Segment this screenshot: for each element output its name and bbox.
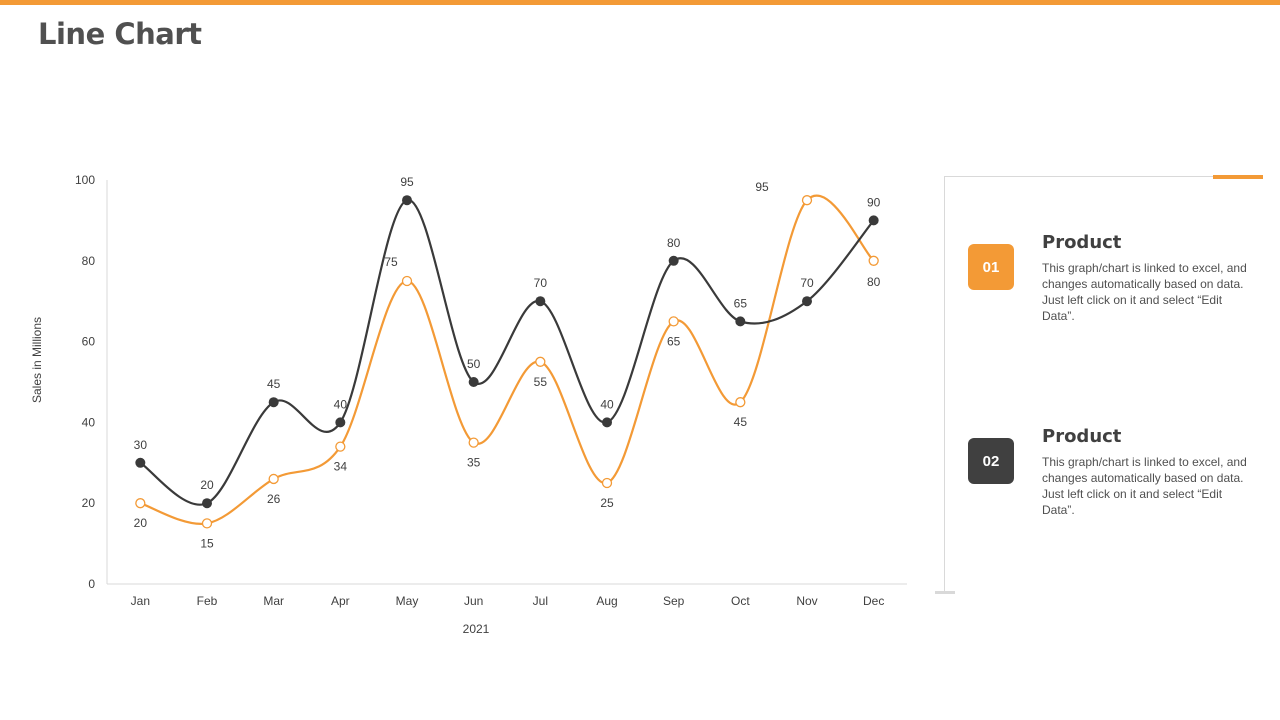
top-accent-bar	[0, 0, 1280, 5]
data-point-orange	[668, 316, 679, 327]
data-point-dark	[335, 417, 346, 428]
x-tick-label: Dec	[863, 594, 884, 608]
data-point-orange	[801, 195, 813, 206]
data-point-dark	[868, 215, 879, 226]
x-tick-label: Mar	[263, 594, 284, 608]
legend-title-02: Product	[1042, 426, 1122, 447]
legend-title-01: Product	[1042, 232, 1122, 253]
line-chart: 0 20 40 60 80 100 Jan Feb Mar Apr May Jun Jul Aug Sep O…	[30, 173, 907, 636]
data-label-dark: 90	[867, 195, 881, 209]
data-label-dark: 80	[667, 236, 681, 250]
data-label-dark: 40	[600, 397, 614, 411]
panel-accent-bar	[1213, 175, 1263, 179]
data-point-dark	[135, 457, 146, 468]
data-point-orange	[268, 473, 279, 485]
data-point-orange	[868, 255, 879, 266]
legend-panel: 01 Product This graph/chart is linked to…	[935, 175, 1263, 594]
data-label-dark: 70	[534, 276, 548, 290]
data-label-orange: 75	[384, 255, 398, 269]
data-point-dark	[602, 417, 612, 428]
x-tick-label: Jun	[464, 594, 483, 608]
data-point-orange	[401, 275, 413, 287]
series-line-dark	[139, 199, 875, 506]
data-label-dark: 30	[134, 438, 148, 452]
number-badge-01: 01	[968, 244, 1014, 290]
x-tick-label: Jan	[131, 594, 150, 608]
data-label-orange: 95	[755, 180, 769, 194]
data-label-orange: 20	[134, 516, 148, 530]
data-label-orange: 55	[534, 375, 548, 389]
data-label-orange: 34	[334, 460, 348, 474]
data-label-dark: 45	[267, 377, 281, 391]
data-label-orange: 26	[267, 492, 281, 506]
y-tick-label: 80	[82, 254, 96, 268]
data-point-orange	[201, 518, 213, 529]
data-point-orange	[601, 477, 613, 489]
data-point-dark	[735, 316, 746, 327]
data-point-orange	[535, 356, 546, 367]
data-point-dark	[668, 255, 679, 266]
data-point-dark	[402, 195, 412, 206]
data-point-orange	[135, 498, 146, 509]
data-label-dark: 20	[200, 478, 214, 492]
y-axis-title: Sales in Millions	[30, 317, 44, 403]
data-point-dark	[268, 397, 279, 408]
data-point-orange	[468, 437, 479, 448]
x-axis-title: 2021	[463, 622, 490, 636]
x-tick-label: Aug	[596, 594, 617, 608]
x-tick-label: Feb	[197, 594, 218, 608]
data-point-dark	[802, 296, 812, 307]
x-tick-label: Nov	[796, 594, 817, 608]
data-label-dark: 40	[334, 397, 348, 411]
x-tick-label: Sep	[663, 594, 685, 608]
legend-description-02: This graph/chart is linked to excel, and…	[1042, 455, 1247, 517]
data-label-orange: 35	[467, 456, 481, 470]
data-label-orange: 80	[867, 275, 881, 289]
data-point-orange	[735, 397, 746, 408]
data-label-dark: 65	[734, 296, 748, 310]
x-tick-label: Jul	[533, 594, 548, 608]
panel-foot-mark	[935, 591, 955, 594]
data-point-dark	[202, 498, 212, 509]
data-point-dark	[468, 377, 479, 387]
y-tick-label: 60	[82, 335, 96, 349]
y-tick-label: 0	[88, 577, 95, 591]
series-line-orange	[139, 194, 875, 525]
data-label-dark: 70	[800, 276, 814, 290]
data-label-orange: 65	[667, 334, 681, 348]
data-label-orange: 25	[600, 496, 614, 510]
x-tick-label: May	[396, 594, 419, 608]
legend-description-01: This graph/chart is linked to excel, and…	[1042, 261, 1247, 323]
data-label-dark: 50	[467, 357, 481, 371]
x-tick-label: Oct	[731, 594, 750, 608]
y-tick-label: 40	[82, 415, 96, 429]
y-tick-label: 20	[82, 496, 96, 510]
x-tick-label: Apr	[331, 594, 350, 608]
data-label-dark: 95	[400, 175, 414, 189]
page-title: Line Chart	[38, 17, 202, 51]
data-point-dark	[535, 296, 546, 307]
data-label-orange: 45	[734, 415, 748, 429]
y-tick-label: 100	[75, 173, 95, 187]
data-point-orange	[335, 441, 346, 452]
number-badge-02: 02	[968, 438, 1014, 484]
data-label-orange: 15	[200, 536, 214, 550]
